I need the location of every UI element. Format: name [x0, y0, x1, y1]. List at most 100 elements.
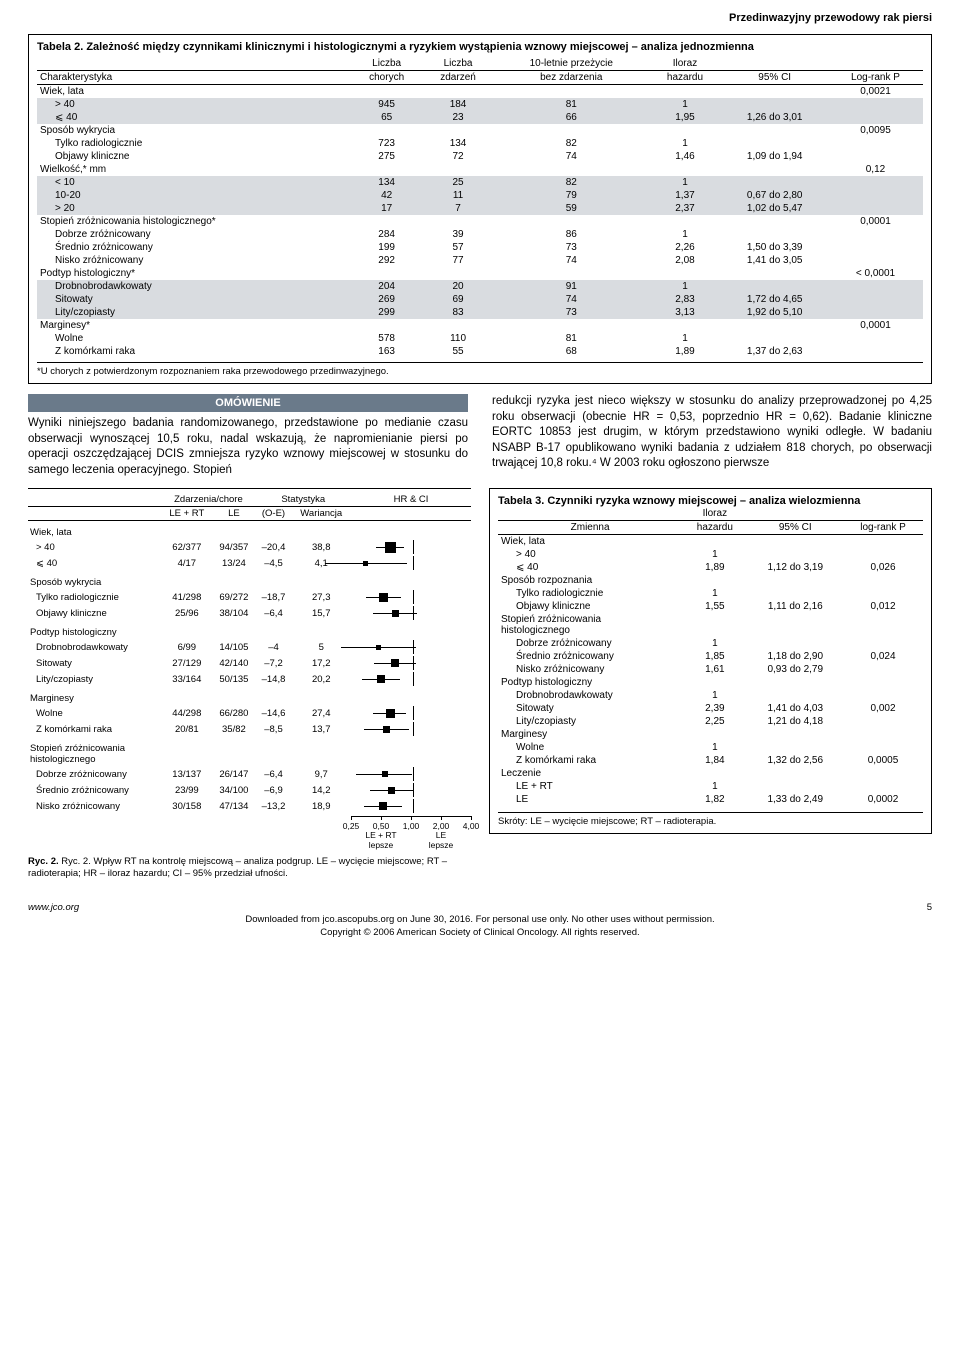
table-row: Objawy kliniczne: [498, 600, 682, 613]
th-hr1: Iloraz: [649, 57, 722, 71]
table-row: Lity/czopiasty: [37, 306, 351, 319]
forest-row: Lity/czopiasty: [28, 671, 161, 687]
table-row: Tylko radiologicznie: [37, 137, 351, 150]
th-n2: chorych: [351, 71, 422, 85]
table-row: Marginesy: [498, 728, 682, 741]
table-row: > 40: [37, 98, 351, 111]
page-banner: Przedinwazyjny przewodowy rak piersi: [28, 12, 932, 24]
table-row: Drobnobrodawkowaty: [37, 280, 351, 293]
th-surv1: 10-letnie przeżycie: [494, 57, 649, 71]
table-row: Sitowaty: [37, 293, 351, 306]
fh-c4: Wariancja: [291, 507, 351, 521]
page-footer: www.jco.org 5 Downloaded from jco.ascopu…: [28, 902, 932, 939]
footer-line1: Downloaded from jco.ascopubs.org on June…: [28, 914, 932, 926]
forest-row: Wolne: [28, 705, 161, 721]
table-row: Średnio zróżnicowany: [498, 650, 682, 663]
table3-footnote: Skróty: LE – wycięcie miejscowe; RT – ra…: [498, 812, 923, 827]
forest-group: Stopień zróżnicowaniahistologicznego: [28, 737, 351, 766]
table-row: Z komórkami raka: [37, 345, 351, 358]
table2: Liczba Liczba 10-letnie przeżycie Iloraz…: [37, 57, 923, 358]
table-row: Nisko zróżnicowany: [498, 663, 682, 676]
table-row: Wolne: [37, 332, 351, 345]
table-row: Wielkość,* mm: [37, 163, 351, 176]
table-row: Wiek, lata: [498, 535, 682, 549]
forest-row: Tylko radiologicznie: [28, 589, 161, 605]
fh-c3: (O-E): [256, 507, 292, 521]
fh-stat: Statystyka: [256, 493, 352, 507]
table-row: Podtyp histologiczny*: [37, 267, 351, 280]
forest-row: Nisko zróżnicowany: [28, 798, 161, 814]
table2-title: Tabela 2. Zależność między czynnikami kl…: [37, 41, 923, 53]
table-row: Sposób rozpoznania: [498, 574, 682, 587]
table2-footnote: *U chorych z potwierdzonym rozpoznaniem …: [37, 362, 923, 377]
th-ev2: zdarzeń: [422, 71, 494, 85]
table-row: > 40: [498, 548, 682, 561]
table-row: 10-20: [37, 189, 351, 202]
footer-url: www.jco.org: [28, 902, 79, 914]
forest-group: Wiek, lata: [28, 521, 351, 540]
th-p: Log-rank P: [828, 71, 923, 85]
t3-hr2: hazardu: [682, 521, 747, 535]
fh-c1: LE + RT: [161, 507, 212, 521]
forest-row: Sitowaty: [28, 655, 161, 671]
footer-page: 5: [927, 902, 932, 914]
table-row: Stopień zróżnicowania histologicznego*: [37, 215, 351, 228]
footer-line2: Copyright © 2006 American Society of Cli…: [28, 927, 932, 939]
table-row: < 10: [37, 176, 351, 189]
t3-var: Zmienna: [498, 521, 682, 535]
forest-caption: Ryc. 2. Ryc. 2. Wpływ RT na kontrolę mie…: [28, 856, 471, 880]
table-row: Sitowaty: [498, 702, 682, 715]
table3-container: Tabela 3. Czynniki ryzyka wznowy miejsco…: [489, 488, 932, 880]
th-char: Charakterystyka: [37, 71, 351, 85]
t3-ci: 95% CI: [748, 521, 844, 535]
fh-c2: LE: [212, 507, 255, 521]
forest-row: Średnio zróżnicowany: [28, 782, 161, 798]
table-row: Dobrze zróżnicowany: [498, 637, 682, 650]
forest-axis: 0,250,501,002,004,00LE + RTlepszeLElepsz…: [351, 816, 471, 850]
discussion-section: OMÓWIENIE Wyniki niniejszego badania ran…: [28, 394, 932, 478]
th-surv2: bez zdarzenia: [494, 71, 649, 85]
forest-plot-container: Zdarzenia/chore Statystyka HR & CI LE + …: [28, 488, 471, 880]
forest-row: Z komórkami raka: [28, 721, 161, 737]
forest-row: Drobnobrodawkowaty: [28, 639, 161, 655]
table-row: Dobrze zróżnicowany: [37, 228, 351, 241]
table-row: Nisko zróżnicowany: [37, 254, 351, 267]
t3-hr1: Iloraz: [682, 507, 747, 521]
table-row: Z komórkami raka: [498, 754, 682, 767]
table-row: Średnio zróżnicowany: [37, 241, 351, 254]
th-ci: 95% CI: [721, 71, 828, 85]
table-row: ⩽ 40: [37, 111, 351, 124]
table-row: > 20: [37, 202, 351, 215]
forest-group: Sposób wykrycia: [28, 571, 351, 589]
table-row: Stopień zróżnicowaniahistologicznego: [498, 613, 682, 637]
forest-row: Dobrze zróżnicowany: [28, 766, 161, 782]
table3: Iloraz Zmienna hazardu 95% CI log-rank P…: [498, 507, 923, 806]
table-row: Podtyp histologiczny: [498, 676, 682, 689]
table-row: Objawy kliniczne: [37, 150, 351, 163]
table-row: Drobnobrodawkowaty: [498, 689, 682, 702]
table-row: Wolne: [498, 741, 682, 754]
t3-p: log-rank P: [843, 521, 923, 535]
table-row: Sposób wykrycia: [37, 124, 351, 137]
forest-row: > 40: [28, 539, 161, 555]
table-row: Leczenie: [498, 767, 682, 780]
table-row: LE + RT: [498, 780, 682, 793]
th-n1: Liczba: [351, 57, 422, 71]
table-row: Wiek, lata: [37, 85, 351, 99]
forest-group: Podtyp histologiczny: [28, 621, 351, 639]
th-ev1: Liczba: [422, 57, 494, 71]
forest-group: Marginesy: [28, 687, 351, 705]
th-hr2: hazardu: [649, 71, 722, 85]
table-row: ⩽ 40: [498, 561, 682, 574]
table-row: Marginesy*: [37, 319, 351, 332]
discussion-left: Wyniki niniejszego badania randomizowane…: [28, 416, 468, 478]
table-row: Lity/czopiasty: [498, 715, 682, 728]
forest-table: Zdarzenia/chore Statystyka HR & CI LE + …: [28, 493, 471, 814]
discussion-heading: OMÓWIENIE: [28, 394, 468, 412]
table-row: LE: [498, 793, 682, 806]
table3-title: Tabela 3. Czynniki ryzyka wznowy miejsco…: [498, 495, 923, 507]
table-row: Tylko radiologicznie: [498, 587, 682, 600]
forest-row: ⩽ 40: [28, 555, 161, 571]
discussion-right: redukcji ryzyka jest nieco większy w sto…: [492, 394, 932, 472]
forest-row: Objawy kliniczne: [28, 605, 161, 621]
